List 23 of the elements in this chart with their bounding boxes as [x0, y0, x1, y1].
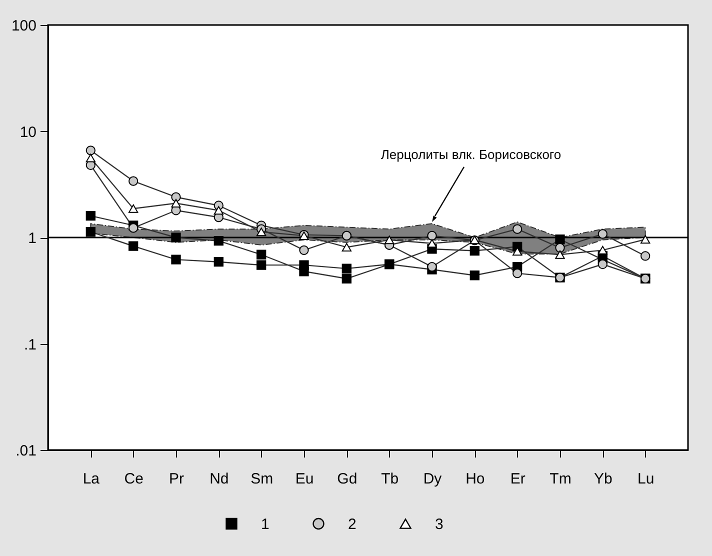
annotation: Лерцолиты влк. Борисовского — [380, 146, 562, 162]
y-tick-label: .01 — [16, 442, 36, 460]
x-tick-label: Ho — [466, 470, 485, 488]
legend-label: 3 — [435, 516, 444, 533]
x-tick-label: Er — [510, 470, 526, 488]
x-tick-label: Sm — [250, 470, 274, 488]
x-tick-label: Lu — [637, 470, 654, 488]
y-tick-label: .1 — [24, 336, 36, 354]
x-tick-label: Gd — [337, 470, 358, 488]
y-tick-label: 10 — [20, 124, 36, 141]
x-tick-label: Tm — [550, 470, 572, 488]
x-tick-label: Yb — [594, 470, 612, 488]
y-tick-label: 1 — [28, 230, 36, 247]
y-tick-label: 100 — [11, 18, 36, 34]
x-tick-label: Ce — [124, 470, 144, 488]
x-tick-label: Pr — [169, 470, 184, 488]
legend-label: 1 — [261, 516, 270, 533]
x-tick-label: Tb — [381, 470, 399, 488]
x-tick-label: Nd — [210, 470, 229, 488]
x-tick-label: Dy — [423, 470, 442, 488]
legend-label: 2 — [348, 516, 356, 533]
x-tick-label: Eu — [295, 470, 314, 488]
x-tick-label: La — [82, 470, 100, 488]
